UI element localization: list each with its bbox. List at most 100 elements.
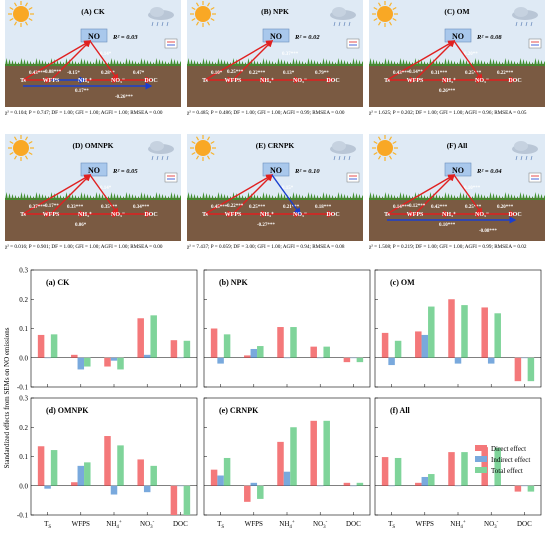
- grass-blade: [95, 58, 98, 66]
- x-tick-main: NH: [106, 520, 116, 528]
- grass-blade: [170, 192, 173, 200]
- bar-indirect-effect: [250, 348, 258, 358]
- grass-blade: [525, 60, 528, 66]
- grass-blade: [26, 60, 29, 66]
- bar-direct-effect: [244, 485, 251, 502]
- doc-node-label: DOC: [326, 78, 339, 84]
- sem-panel-svg: (E) CRNPK NO R² = 0.10 0.15* 0.22***0.45*** 0…: [187, 134, 363, 241]
- grass-blade: [217, 192, 220, 200]
- grass-blade: [417, 193, 420, 200]
- grass-blade: [528, 195, 531, 200]
- grass-blade: [331, 195, 334, 200]
- legend-label: Total effect: [491, 467, 523, 475]
- path-coefficient: 0.14*: [100, 186, 112, 191]
- plot-frame: [374, 269, 542, 388]
- x-tick-main: DOC: [346, 520, 361, 528]
- soil: [187, 64, 363, 107]
- grass-blade: [134, 61, 137, 66]
- bar-direct-effect: [448, 299, 455, 358]
- path-coefficient: 0.35***: [101, 205, 118, 210]
- rain-drop: [530, 155, 533, 161]
- sun-ray: [191, 6, 196, 11]
- x-tick-label: NO3-: [140, 520, 155, 530]
- bar-total-effect: [356, 357, 364, 363]
- bar-total-effect: [527, 485, 535, 492]
- grass-blade: [465, 194, 468, 200]
- grass-blade: [340, 193, 343, 200]
- grass-blade: [543, 61, 545, 66]
- grass-blade: [11, 194, 14, 200]
- sun-disc: [195, 140, 211, 156]
- grass-blade: [71, 194, 74, 200]
- bar-total-effect: [84, 357, 91, 367]
- grass-blade: [190, 193, 193, 200]
- grass-blade: [310, 59, 313, 66]
- grass-blade: [80, 58, 83, 66]
- sun-ray: [392, 6, 397, 11]
- y-tick-label: 0.0: [19, 354, 28, 362]
- bar-direct-effect: [37, 446, 45, 486]
- sem-panel-svg: (C) OM NO R² = 0.08 0.20** 0.14**0.43*** 0.31…: [369, 0, 545, 107]
- sun-ray: [9, 6, 14, 11]
- grass-blade: [110, 192, 113, 200]
- grass-blade: [495, 60, 498, 66]
- grass-blade: [41, 194, 44, 200]
- x-tick-main: WFPS: [416, 520, 434, 528]
- bar-total-effect: [50, 334, 58, 358]
- grass-blade: [423, 61, 426, 66]
- grass-blade: [352, 58, 355, 66]
- grass-blade: [205, 193, 208, 200]
- grass-blade: [474, 58, 477, 66]
- sun-ray: [195, 2, 200, 7]
- grass-blade: [480, 194, 483, 200]
- sem-panel: (B) NPK NO R² = 0.02 0.37*** 0.25*** 0.10* 0.2…: [187, 0, 363, 107]
- grass-blade: [387, 59, 390, 66]
- grass-blade: [277, 58, 280, 66]
- grass-blade: [8, 193, 11, 200]
- x-tick-main: T: [388, 520, 393, 528]
- ts-node-label: Ts: [202, 212, 208, 218]
- grass-blade: [381, 62, 384, 66]
- grass-blade: [29, 195, 32, 200]
- sem-panel: (C) OM NO R² = 0.08 0.20** 0.14** 0.43*** 0.31…: [369, 0, 545, 107]
- path-coefficient: 0.21***: [283, 205, 300, 210]
- grass-blade: [387, 193, 390, 200]
- sem-panel: (A) CK NO R² = 0.03 0.14* 0.08*** 0.43*** -0.1…: [5, 0, 181, 107]
- no3-node-label: NO₃⁻: [293, 212, 307, 218]
- grass-blade: [495, 194, 498, 200]
- x-tick-label: NH4+: [279, 520, 295, 530]
- path-coefficient: 0.13*: [283, 71, 295, 76]
- grass-blade: [155, 192, 158, 200]
- sem-path: [22, 40, 92, 81]
- grass-blade: [516, 62, 519, 66]
- sem-title: (F) All: [447, 141, 468, 150]
- rain-drop: [156, 155, 159, 161]
- grass-blade: [35, 192, 38, 200]
- y-tick-label: 0.1: [19, 325, 28, 333]
- no-node-label: NO: [270, 32, 282, 41]
- grass-blade: [426, 62, 429, 66]
- cloud-puff: [332, 141, 346, 151]
- bar-total-effect: [183, 485, 191, 515]
- bar-indirect-effect: [250, 482, 258, 486]
- grass-blade: [211, 61, 214, 66]
- no-node: [444, 28, 472, 43]
- grass-blade: [17, 62, 20, 66]
- chart-panel: (e) CRNPK TS WFPS NH4+ NO3- DOC: [203, 397, 371, 530]
- grass-blade: [358, 60, 361, 66]
- grass-blade: [220, 193, 223, 200]
- bar-direct-effect: [481, 307, 488, 358]
- bar-direct-effect: [415, 331, 422, 358]
- doc-node-label: DOC: [144, 78, 157, 84]
- sem-panel-svg: (D) OMNPK NO R² = 0.05 0.14* 0.17**0.37*** 0.…: [5, 134, 181, 241]
- bar-indirect-effect: [217, 357, 224, 364]
- grass-blade: [337, 58, 340, 66]
- grass-blade: [235, 193, 238, 200]
- bar-total-effect: [50, 450, 58, 486]
- grass-blade: [38, 59, 41, 66]
- path-coefficient: 0.08***: [45, 70, 62, 75]
- bar-total-effect: [428, 474, 435, 486]
- bar-total-effect: [323, 346, 330, 358]
- grass-blade: [498, 61, 501, 66]
- rain-drop: [333, 21, 336, 27]
